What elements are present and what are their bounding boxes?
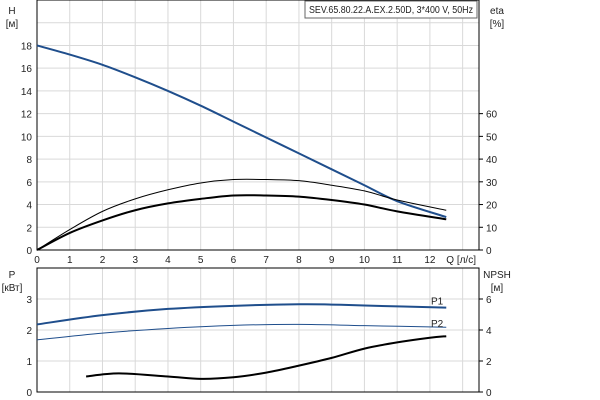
y-right-unit: [%] xyxy=(490,19,505,30)
y-left-tick-label: 1 xyxy=(26,357,32,368)
y-right-tick-label: 0 xyxy=(486,388,492,399)
x-tick-label: 3 xyxy=(132,255,138,266)
x-tick-label: 4 xyxy=(165,255,171,266)
y-left-tick-label: 8 xyxy=(26,155,32,166)
y-left-tick-label: 4 xyxy=(26,201,32,212)
y-right-tick-label: 2 xyxy=(486,357,492,368)
series-label: P1 xyxy=(431,297,444,308)
y-right-label: NPSH xyxy=(483,270,511,281)
y-left-label: H xyxy=(8,6,15,17)
x-axis-label: Q [л/с] xyxy=(446,255,476,266)
y-left-tick-label: 0 xyxy=(26,388,32,399)
y-left-tick-label: 0 xyxy=(26,246,32,257)
series-line-curve-2 xyxy=(86,335,447,380)
x-tick-label: 11 xyxy=(392,255,403,266)
y-right-tick-label: 10 xyxy=(486,223,498,234)
series-line-P2 xyxy=(36,323,447,341)
y-right-tick-label: 20 xyxy=(486,201,498,212)
series-label: P2 xyxy=(431,319,444,330)
series-line-curve-2 xyxy=(36,194,447,251)
y-left-tick-label: 2 xyxy=(26,223,32,234)
y-left-tick-label: 16 xyxy=(21,64,33,75)
x-tick-label: 10 xyxy=(359,255,371,266)
x-tick-label: 12 xyxy=(424,255,436,266)
series-line-P1 xyxy=(36,303,447,326)
y-left-tick-label: 18 xyxy=(21,41,33,52)
y-left-tick-label: 14 xyxy=(21,87,33,98)
x-tick-label: 8 xyxy=(296,255,302,266)
series-line-curve-0 xyxy=(36,44,447,218)
y-right-tick-label: 50 xyxy=(486,132,498,143)
y-right-tick-label: 6 xyxy=(486,295,492,306)
plot-frame xyxy=(36,0,480,251)
y-left-tick-label: 2 xyxy=(26,326,32,337)
y-right-tick-label: 0 xyxy=(486,246,492,257)
y-right-label: eta xyxy=(490,6,504,17)
y-left-tick-label: 10 xyxy=(21,132,33,143)
y-left-label: P xyxy=(9,270,16,281)
y-left-unit: [кВт] xyxy=(2,283,23,294)
y-left-tick-label: 6 xyxy=(26,178,32,189)
x-tick-label: 7 xyxy=(263,255,269,266)
series-line-curve-1 xyxy=(36,178,447,251)
x-tick-label: 0 xyxy=(34,255,40,266)
x-tick-label: 6 xyxy=(231,255,237,266)
title-box: SEV.65.80.22.A.EX.2.50D, 3*400 V, 50Hz xyxy=(304,0,478,19)
y-right-tick-label: 4 xyxy=(486,326,492,337)
x-tick-label: 2 xyxy=(100,255,106,266)
power-npsh-chart: 0 1 2 3 0 2 4 6 P [кВт] NPSH [м] P1 P2 xyxy=(2,267,511,399)
y-right-tick-label: 40 xyxy=(486,155,498,166)
y-right-unit: [м] xyxy=(491,283,504,294)
y-right-tick-label: 30 xyxy=(486,178,498,189)
y-left-tick-label: 12 xyxy=(21,110,33,121)
y-left-tick-label: 3 xyxy=(26,295,32,306)
y-left-unit: [м] xyxy=(6,19,19,30)
x-tick-label: 5 xyxy=(198,255,204,266)
x-tick-label: 9 xyxy=(329,255,335,266)
x-tick-label: 1 xyxy=(67,255,73,266)
y-right-tick-label: 60 xyxy=(486,110,498,121)
title-box-text: SEV.65.80.22.A.EX.2.50D, 3*400 V, 50Hz xyxy=(309,5,473,16)
